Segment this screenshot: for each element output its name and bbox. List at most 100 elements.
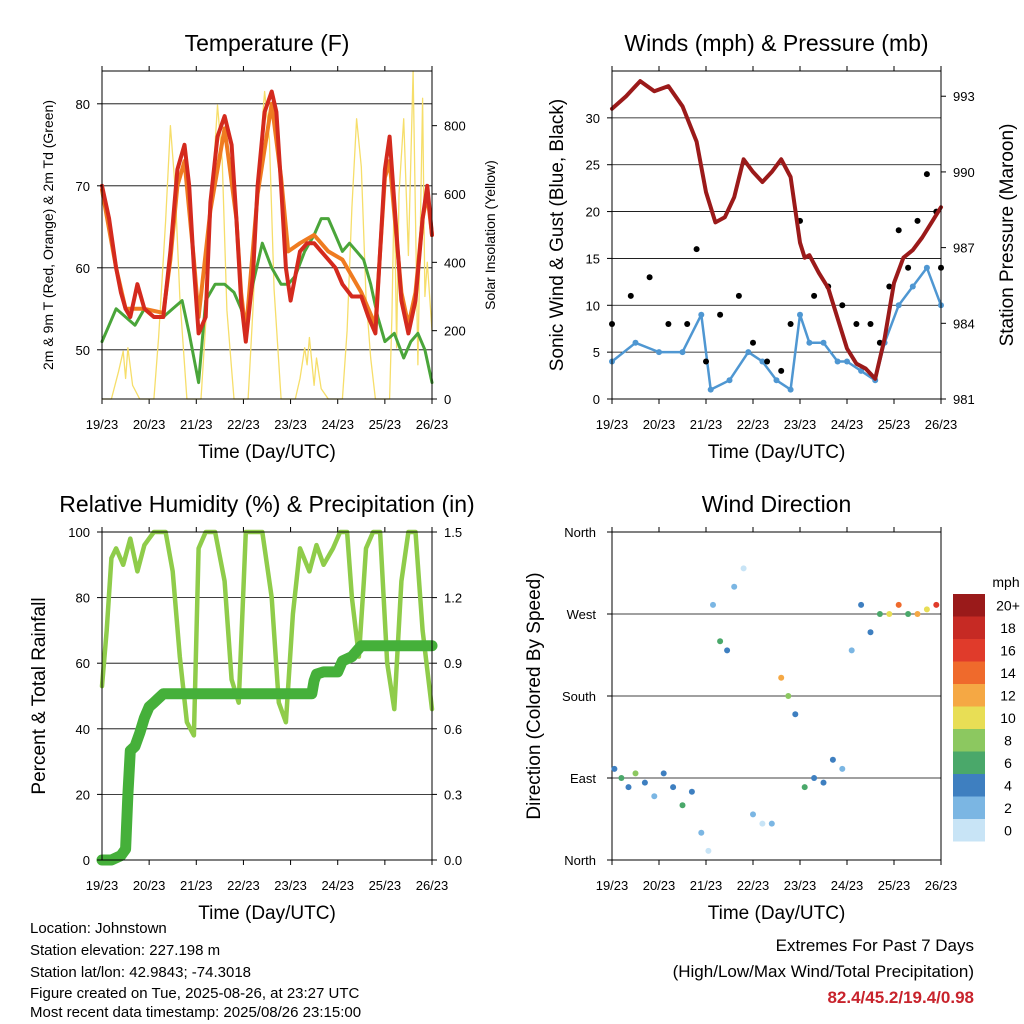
- x-tick-label: 20/23: [643, 417, 676, 432]
- x-tick-label: 21/23: [690, 878, 723, 893]
- legend-label: 8: [1004, 732, 1012, 748]
- y-tick-label: 20: [76, 787, 90, 802]
- x-tick-label: 26/23: [925, 878, 958, 893]
- x-tick-label: 21/23: [690, 417, 723, 432]
- x-tick-label: 23/23: [274, 878, 307, 893]
- sonic-wind-point: [698, 311, 705, 318]
- y2-tick-label: 1.2: [444, 591, 462, 606]
- sonic-wind-point: [858, 367, 865, 374]
- y2-tick-label: 0.6: [444, 722, 462, 737]
- x-tick-label: 25/23: [878, 878, 911, 893]
- gust-point: [895, 227, 902, 234]
- y2-tick-label: 993: [953, 89, 975, 104]
- y2-tick-label: 0.9: [444, 656, 462, 671]
- direction-point: [923, 606, 930, 613]
- y-axis-label: Sonic Wind & Gust (Blue, Black): [547, 99, 568, 371]
- y-tick-label: 10: [586, 298, 600, 313]
- x-axis-label: Time (Day/UTC): [708, 442, 846, 463]
- x-axis-label: Time (Day/UTC): [198, 442, 336, 463]
- gust-point: [703, 358, 709, 365]
- legend-title: mph: [992, 574, 1019, 590]
- direction-point: [625, 784, 632, 791]
- direction-point: [750, 811, 756, 818]
- gust-point: [853, 321, 860, 327]
- direction-point: [717, 638, 724, 645]
- x-axis-label: Time (Day/UTC): [198, 903, 336, 924]
- direction-point: [670, 784, 677, 791]
- gust-point: [684, 321, 691, 327]
- x-tick-label: 25/23: [878, 417, 911, 432]
- gust-point: [646, 274, 653, 281]
- direction-point: [641, 779, 648, 786]
- panel-2: Winds (mph) & Pressure (mb) Time (Day/UTC…: [547, 30, 1018, 463]
- direction-point: [820, 779, 827, 786]
- legend-swatch: [953, 729, 985, 752]
- y-tick-label: South: [562, 689, 596, 704]
- legend-swatch: [953, 639, 985, 662]
- direction-point: [914, 611, 921, 617]
- legend-swatch: [953, 751, 985, 774]
- sonic-wind-point: [656, 349, 662, 356]
- x-tick-label: 19/23: [86, 878, 119, 893]
- legend-label: 12: [1000, 687, 1016, 703]
- x-tick-label: 26/23: [416, 878, 449, 893]
- x-tick-label: 24/23: [831, 417, 864, 432]
- x-tick-label: 20/23: [643, 878, 676, 893]
- gust-point: [627, 292, 634, 299]
- y-axis-label: Percent & Total Rainfall: [29, 597, 50, 794]
- y-tick-label: 25: [586, 158, 600, 173]
- y-tick-label: 5: [593, 345, 600, 360]
- y-tick-label: 0: [593, 392, 600, 407]
- x-tick-label: 22/23: [737, 417, 770, 432]
- y2-tick-label: 987: [953, 241, 975, 256]
- y-tick-label: 40: [76, 722, 90, 737]
- gust-point: [886, 283, 893, 290]
- legend-swatch: [953, 661, 985, 684]
- y-tick-label: East: [570, 771, 596, 786]
- y2-tick-label: 600: [444, 187, 466, 202]
- y-tick-label: 0: [83, 853, 90, 868]
- direction-point: [839, 765, 846, 772]
- sonic-wind-point: [909, 283, 916, 290]
- x-tick-label: 24/23: [321, 417, 354, 432]
- y-tick-label: 70: [76, 179, 90, 194]
- legend-label: 18: [1000, 620, 1016, 636]
- x-tick-label: 22/23: [737, 878, 770, 893]
- x-tick-label: 24/23: [321, 878, 354, 893]
- sonic-wind-point: [707, 386, 714, 393]
- x-tick-label: 19/23: [596, 878, 629, 893]
- x-tick-label: 20/23: [133, 417, 166, 432]
- direction-point: [632, 770, 639, 777]
- direction-point: [731, 583, 738, 590]
- legend-swatch: [953, 616, 985, 639]
- direction-point: [660, 770, 667, 777]
- direction-point: [611, 765, 618, 772]
- direction-point: [724, 647, 731, 654]
- direction-point: [895, 601, 902, 608]
- y-tick-label: North: [564, 853, 596, 868]
- recent-data-text: Most recent data timestamp: 2025/08/26 2…: [30, 1004, 362, 1021]
- y2-tick-label: 981: [953, 392, 975, 407]
- chart-title: Relative Humidity (%) & Precipitation (i…: [59, 491, 474, 517]
- panel-4: Wind Direction Time (Day/UTC) 19/23 20/23 21…: [524, 491, 1020, 924]
- x-tick-label: 22/23: [227, 878, 260, 893]
- chart-title: Wind Direction: [702, 491, 852, 517]
- direction-point: [768, 820, 775, 827]
- sonic-wind-point: [679, 349, 686, 356]
- direction-point: [688, 788, 695, 795]
- sonic-wind-point: [632, 339, 639, 346]
- x-tick-label: 25/23: [369, 417, 402, 432]
- x-tick-label: 19/23: [596, 417, 629, 432]
- x-axis-label: Time (Day/UTC): [708, 903, 846, 924]
- x-tick-label: 25/23: [369, 878, 402, 893]
- gust-point: [693, 246, 700, 253]
- sonic-wind-point: [797, 311, 803, 318]
- extremes-heading: Extremes For Past 7 Days: [775, 936, 974, 955]
- y2-tick-label: 0: [444, 392, 451, 407]
- x-tick-label: 26/23: [416, 417, 449, 432]
- sonic-wind-point: [745, 349, 752, 356]
- sonic-wind-point: [759, 358, 766, 365]
- direction-point: [829, 756, 836, 763]
- extremes-values: 82.4/45.2/19.4/0.98: [827, 988, 974, 1007]
- direction-point: [905, 611, 912, 617]
